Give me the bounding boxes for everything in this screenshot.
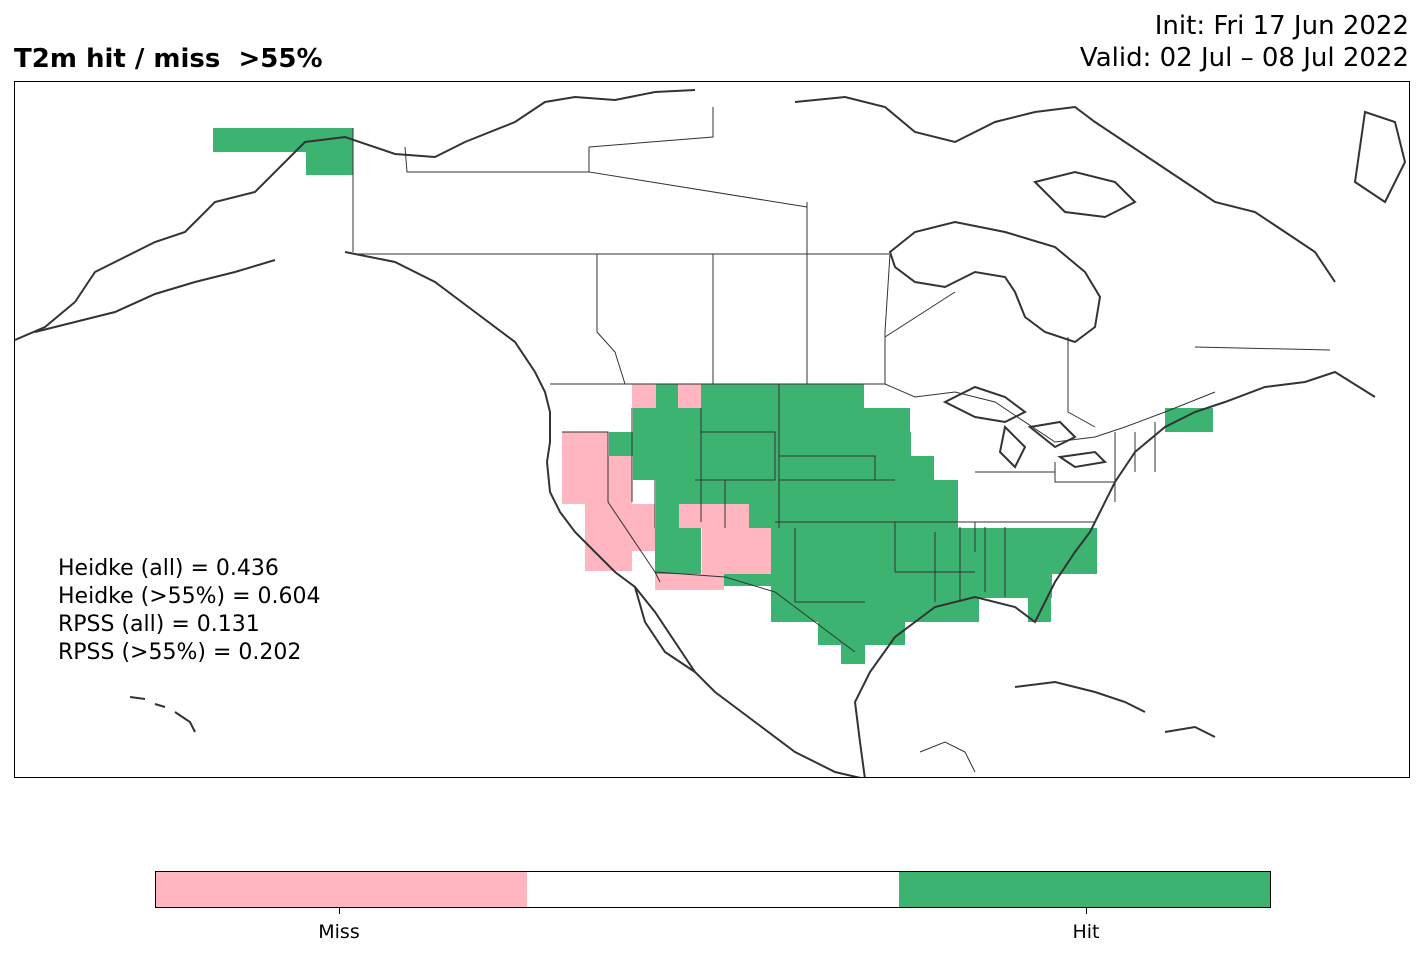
- rpss-55: RPSS (>55%) = 0.202: [58, 640, 302, 665]
- hit-cells: [213, 128, 1213, 664]
- miss-cells: [562, 384, 771, 590]
- colorbar-tick-hit: [1086, 908, 1087, 914]
- colorbar-label-miss: Miss: [318, 921, 360, 943]
- borders: [352, 107, 1331, 773]
- colorbar-hit-segment: [898, 872, 1270, 907]
- map-panel: [14, 81, 1410, 778]
- valid-date: Valid: 02 Jul – 08 Jul 2022: [1079, 43, 1409, 73]
- init-date: Init: Fri 17 Jun 2022: [1154, 11, 1409, 41]
- colorbar-tick-miss: [339, 908, 340, 914]
- colorbar-label-hit: Hit: [1072, 921, 1100, 943]
- colorbar-neutral-segment: [527, 872, 899, 907]
- verification-stats: Heidke (all) = 0.436 Heidke (>55%) = 0.6…: [58, 555, 321, 667]
- date-info: Init: Fri 17 Jun 2022 Valid: 02 Jul – 08…: [1080, 10, 1409, 74]
- colorbar-miss-segment: [156, 872, 528, 907]
- map-canvas: [15, 89, 1407, 777]
- heidke-all: Heidke (all) = 0.436: [58, 556, 279, 581]
- coastlines: [15, 89, 1407, 777]
- rpss-all: RPSS (all) = 0.131: [58, 612, 260, 637]
- colorbar: [155, 871, 1271, 908]
- heidke-55: Heidke (>55%) = 0.604: [58, 584, 321, 609]
- map-title: T2m hit / miss >55%: [14, 44, 323, 74]
